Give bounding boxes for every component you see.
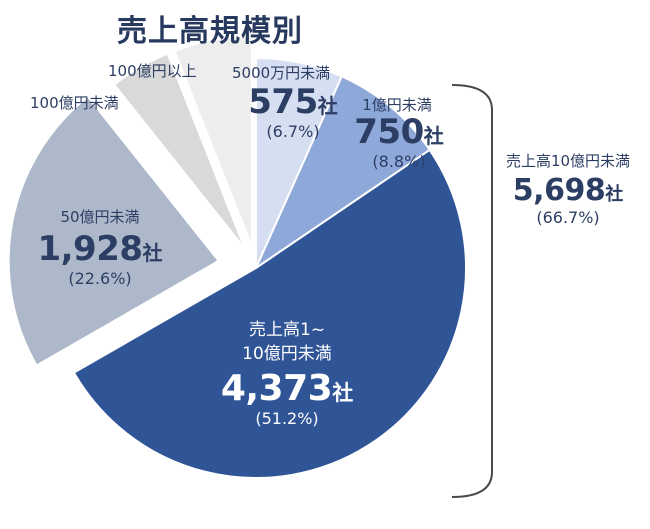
bracket-category: 売上高10億円未満 — [505, 152, 631, 170]
bracket-line — [451, 84, 493, 498]
slice-10b-and-over — [173, 35, 253, 247]
bracket-percent: (66.7%) — [536, 208, 600, 227]
label-under-100m-count: 750 — [354, 112, 424, 152]
slice-100m-1b — [72, 148, 467, 479]
label-under-10b: 100億円未満 — [30, 92, 119, 113]
label-under-100m-category: 1億円未満 — [362, 96, 432, 114]
label-under-50m: 5000万円未満 — [232, 62, 330, 83]
slice-under-5b — [7, 95, 221, 367]
label-under-100m-values: 750社 (8.8%) — [340, 112, 458, 171]
label-under-50m-values: 575社 (6.7%) — [238, 82, 348, 141]
label-under-50m-unit: 社 — [317, 94, 338, 118]
slice-under-10b — [112, 52, 246, 250]
label-100m-1b-count: 4,373 — [220, 368, 333, 409]
label-under-100m-percent: (8.8%) — [372, 152, 426, 171]
bracket-count: 5,698 — [512, 173, 606, 208]
label-under-50m-category: 5000万円未満 — [232, 64, 331, 82]
label-100m-1b-unit: 社 — [332, 381, 354, 405]
label-under-10b-category: 100億円未満 — [30, 94, 119, 112]
label-under-100m: 1億円未満 — [352, 94, 442, 115]
label-10b-and-over: 100億円以上 — [108, 60, 197, 81]
label-10b-and-over-category: 100億円以上 — [108, 62, 197, 80]
chart-title: 売上高規模別 — [117, 14, 303, 49]
label-under-5b-count: 1,928 — [37, 229, 143, 269]
label-under-50m-percent: (6.7%) — [266, 122, 320, 141]
label-under-5b-unit: 社 — [142, 241, 163, 265]
label-under-50m-count: 575 — [248, 82, 318, 122]
label-under-5b-category: 50億円未満 — [60, 208, 140, 226]
bracket-unit: 社 — [605, 184, 624, 205]
label-100m-1b-percent: (51.2%) — [255, 409, 319, 428]
label-100m-1b: 売上高1~ 10億円未満 4,373社 (51.2%) — [212, 318, 362, 428]
label-100m-1b-category-line2: 10億円未満 — [242, 344, 332, 364]
label-under-5b: 50億円未満 1,928社 (22.6%) — [34, 206, 166, 288]
label-under-100m-unit: 社 — [423, 124, 444, 148]
slice-under-100m — [253, 75, 432, 271]
bracket-label: 売上高10億円未満 5,698社 (66.7%) — [498, 150, 638, 227]
label-100m-1b-category-line1: 売上高1~ — [248, 320, 326, 340]
label-under-5b-percent: (22.6%) — [68, 269, 132, 288]
